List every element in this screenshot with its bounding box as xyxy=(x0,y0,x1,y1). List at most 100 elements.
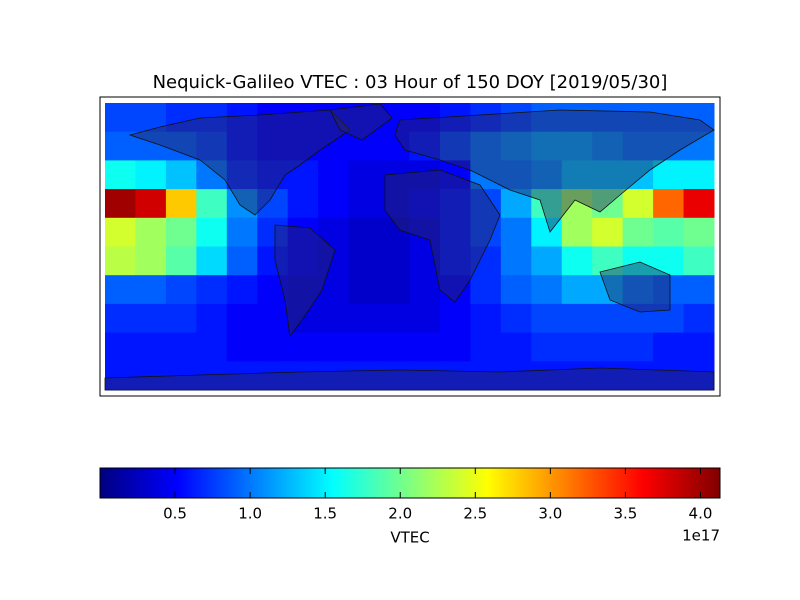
heat-cell xyxy=(592,246,624,276)
heat-cell xyxy=(500,160,532,190)
heat-cell xyxy=(653,303,685,334)
heat-cell xyxy=(561,131,593,161)
heat-cell xyxy=(561,217,593,247)
heat-cell xyxy=(561,332,593,362)
heat-cell xyxy=(257,361,289,391)
heat-cell xyxy=(622,275,654,305)
heat-cell xyxy=(135,275,167,305)
heat-cell xyxy=(348,303,380,334)
colorbar-tick-label: 1.5 xyxy=(313,505,337,523)
heat-cell xyxy=(318,131,350,161)
heat-cell xyxy=(500,217,532,247)
heat-cell xyxy=(592,160,624,190)
heat-cell xyxy=(470,275,502,305)
heat-cell xyxy=(439,103,471,133)
heat-cell xyxy=(226,131,258,161)
heat-cell xyxy=(287,361,319,391)
heat-cell xyxy=(226,217,258,247)
heat-cell xyxy=(135,103,167,133)
colorbar-tick-label: 4.0 xyxy=(689,505,713,523)
heat-cell xyxy=(592,189,624,219)
heat-cell xyxy=(348,275,380,305)
heat-cell xyxy=(318,160,350,190)
heat-cell xyxy=(287,332,319,362)
heat-cell xyxy=(409,189,441,219)
heat-cell xyxy=(257,189,289,219)
heat-cell xyxy=(287,275,319,305)
heat-cell xyxy=(135,217,167,247)
heat-cell xyxy=(287,246,319,276)
chart-title: Nequick-Galileo VTEC : 03 Hour of 150 DO… xyxy=(153,72,668,93)
heat-cell xyxy=(257,103,289,133)
heat-cell xyxy=(257,275,289,305)
heat-cell xyxy=(409,332,441,362)
land xyxy=(104,103,715,391)
heat-cell xyxy=(592,217,624,247)
greenland xyxy=(329,103,393,141)
heat-cell xyxy=(196,160,228,190)
heat-cell xyxy=(683,275,715,305)
heat-cell xyxy=(165,160,197,190)
heat-cell xyxy=(318,361,350,391)
heat-cell xyxy=(165,332,197,362)
heat-cell xyxy=(592,131,624,161)
colorbar-label: VTEC xyxy=(390,529,429,547)
heat-cell xyxy=(439,246,471,276)
heat-cell xyxy=(165,303,197,334)
heat-cell xyxy=(379,361,410,391)
heat-cell xyxy=(592,275,624,305)
heat-cell xyxy=(165,131,197,161)
heat-cell xyxy=(470,303,502,334)
heat-cell xyxy=(439,217,471,247)
heat-cell xyxy=(653,332,685,362)
heat-cell xyxy=(592,332,624,362)
heat-cell xyxy=(531,303,563,334)
heat-cell xyxy=(683,160,715,190)
heat-cell xyxy=(653,160,685,190)
heat-cell xyxy=(226,160,258,190)
south-america xyxy=(274,224,336,338)
heat-cell xyxy=(653,131,685,161)
heat-cell xyxy=(348,189,380,219)
heat-cell xyxy=(105,246,136,276)
heat-cell xyxy=(683,303,715,334)
heat-cell xyxy=(379,275,410,305)
heat-cell xyxy=(348,103,380,133)
heat-cell xyxy=(500,275,532,305)
heat-cell xyxy=(531,332,563,362)
heatmap xyxy=(105,103,715,391)
heat-cell xyxy=(105,275,136,305)
heat-cell xyxy=(379,189,410,219)
heat-cell xyxy=(653,103,685,133)
heat-cell xyxy=(683,189,715,219)
heat-cell xyxy=(561,246,593,276)
colorbar-offset: 1e17 xyxy=(682,527,720,545)
heat-cell xyxy=(287,189,319,219)
heat-cell xyxy=(561,303,593,334)
heat-cell xyxy=(531,246,563,276)
heat-cell xyxy=(287,131,319,161)
australia xyxy=(599,261,671,313)
heat-cell xyxy=(409,246,441,276)
heat-cell xyxy=(561,275,593,305)
heat-cell xyxy=(196,246,228,276)
heat-cell xyxy=(379,160,410,190)
heat-cell xyxy=(379,332,410,362)
heat-cell xyxy=(287,160,319,190)
heat-cell xyxy=(653,217,685,247)
heat-cell xyxy=(500,303,532,334)
heat-cell xyxy=(257,332,289,362)
heat-cell xyxy=(500,103,532,133)
heat-cell xyxy=(531,103,563,133)
heat-cell xyxy=(165,275,197,305)
heat-cell xyxy=(196,131,228,161)
heat-cell xyxy=(348,160,380,190)
colorbar-tick-label: 2.5 xyxy=(463,505,487,523)
heat-cell xyxy=(409,217,441,247)
heat-cell xyxy=(470,217,502,247)
eurasia xyxy=(394,109,715,233)
heat-cell xyxy=(561,103,593,133)
heat-cell xyxy=(287,103,319,133)
heat-cell xyxy=(622,303,654,334)
